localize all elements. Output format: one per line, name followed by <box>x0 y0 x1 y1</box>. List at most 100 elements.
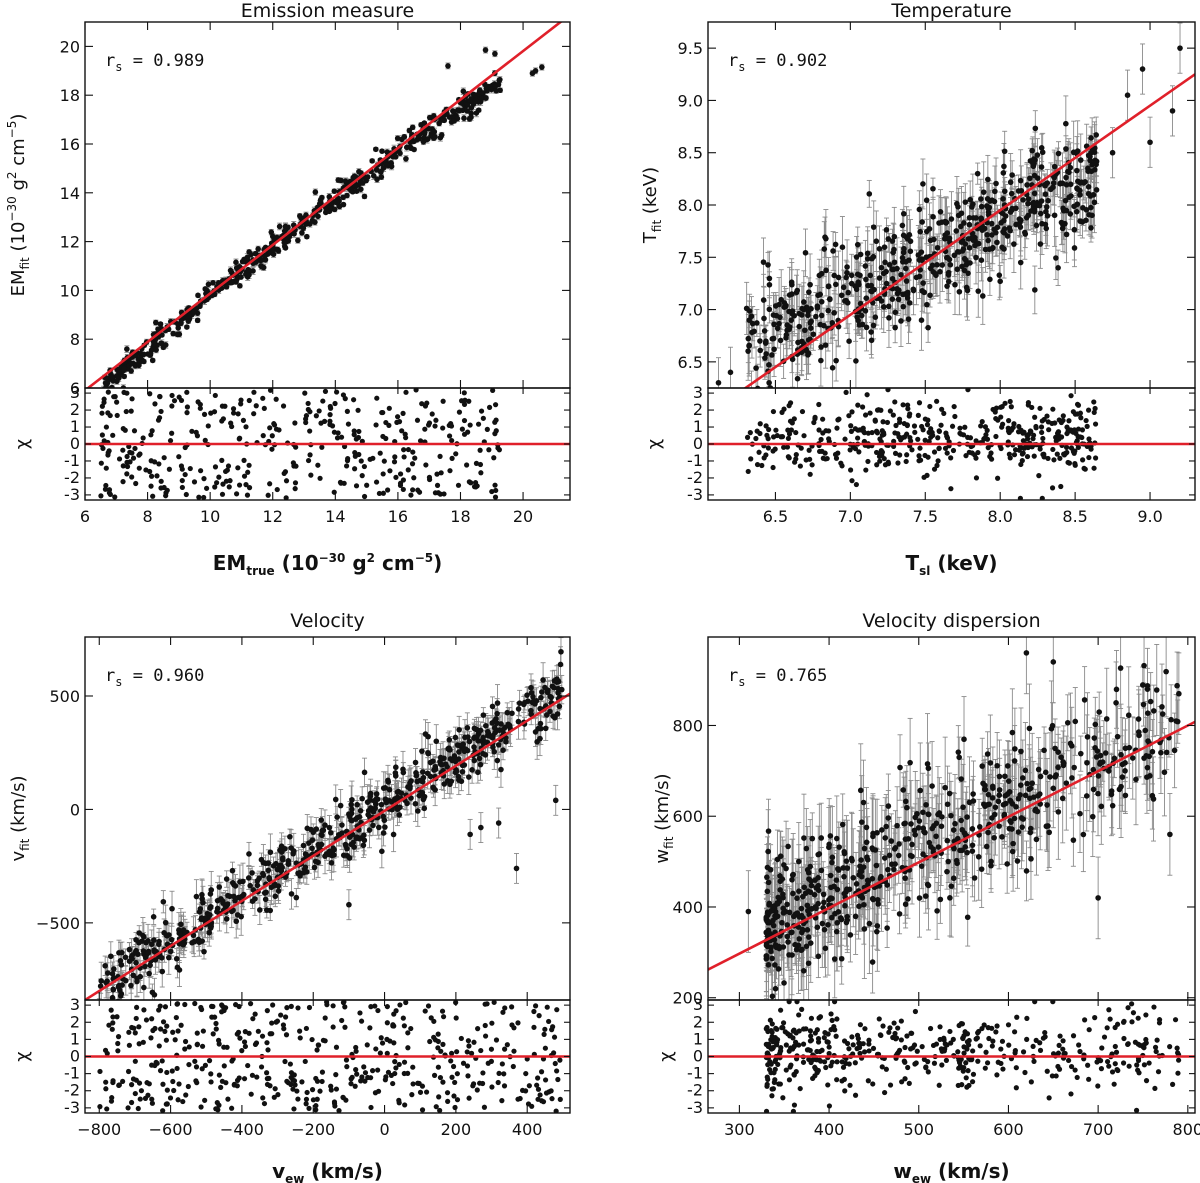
x-tick-label: 16 <box>388 507 408 526</box>
scatter-point <box>916 273 923 280</box>
scatter-point <box>907 238 914 245</box>
scatter-point <box>766 379 772 386</box>
residual-point <box>422 426 428 432</box>
scatter-point <box>1045 197 1051 204</box>
scatter-point <box>358 186 364 193</box>
scatter-point <box>1063 120 1069 127</box>
scatter-point <box>1088 204 1094 211</box>
residual-point <box>124 463 131 470</box>
scatter-point <box>900 291 906 298</box>
residual-point <box>493 417 499 423</box>
scatter-point <box>868 329 874 335</box>
scatter-point <box>868 282 875 289</box>
scatter-point <box>799 305 806 312</box>
scatter-point <box>1038 198 1045 204</box>
scatter-point <box>898 318 904 324</box>
x-tick-label: 14 <box>325 507 345 526</box>
residual-point <box>432 423 438 429</box>
scatter-point <box>1013 205 1019 212</box>
residual-point <box>154 473 160 479</box>
residual-point <box>331 429 338 435</box>
residual-point <box>493 487 499 494</box>
scatter-point <box>1055 150 1062 157</box>
x-axis-label: EMtrue (10−30 g2 cm−5) <box>213 551 442 578</box>
residual-point <box>392 454 398 460</box>
residual-point <box>359 473 365 479</box>
residual-point <box>197 405 203 411</box>
scatter-point <box>1004 233 1011 239</box>
scatter-point <box>401 134 408 140</box>
scatter-point <box>1093 187 1100 193</box>
scatter-point <box>1093 132 1100 138</box>
scatter-point <box>892 309 899 316</box>
residual-point <box>114 412 120 419</box>
residual-point <box>408 492 414 498</box>
scatter-point <box>421 129 427 136</box>
scatter-point <box>966 214 973 221</box>
residual-point <box>128 408 134 414</box>
scatter-point <box>253 259 259 265</box>
scatter-point <box>140 351 147 358</box>
scatter-point <box>353 188 360 194</box>
residual-point <box>401 447 407 453</box>
scatter-point <box>984 232 990 238</box>
scatter-point <box>765 262 771 268</box>
scatter-point <box>344 192 350 199</box>
residual-point <box>201 476 207 482</box>
residual-point <box>393 474 399 480</box>
scatter-point <box>864 255 871 262</box>
scatter-point <box>1031 156 1037 162</box>
scatter-point <box>1032 287 1038 293</box>
scatter-point <box>882 259 888 266</box>
scatter-point <box>1067 181 1074 188</box>
residual-point <box>355 407 361 413</box>
scatter-point <box>286 233 293 240</box>
scatter-point <box>406 127 413 134</box>
scatter-point <box>149 357 156 364</box>
scatter-point <box>934 244 941 251</box>
scatter-point <box>876 275 883 281</box>
scatter-point <box>153 347 159 353</box>
residual-point <box>449 437 455 444</box>
scatter-point <box>951 252 958 259</box>
y-tick-label: 12 <box>60 233 80 252</box>
scatter-point <box>992 188 998 195</box>
scatter-point <box>492 83 499 90</box>
scatter-point <box>868 337 875 344</box>
scatter-point <box>190 309 197 316</box>
scatter-point <box>1060 205 1066 212</box>
residual-point <box>219 491 226 497</box>
scatter-point <box>767 385 774 388</box>
residual-point <box>112 494 118 500</box>
scatter-point <box>862 263 869 269</box>
residual-point <box>212 464 219 470</box>
residual-point <box>283 478 290 484</box>
scatter-point <box>944 230 951 236</box>
scatter-point <box>275 248 282 254</box>
residual-point <box>322 388 329 394</box>
scatter-point <box>1085 184 1092 190</box>
scatter-point <box>1033 222 1040 229</box>
residual-point <box>415 487 421 493</box>
residual-point <box>351 397 357 403</box>
scatter-point <box>827 296 833 303</box>
scatter-point <box>869 255 875 262</box>
scatter-point <box>902 258 909 265</box>
scatter-point <box>813 313 819 320</box>
residual-point <box>216 474 222 480</box>
scatter-point <box>853 358 859 364</box>
scatter-point <box>233 265 240 271</box>
scatter-point <box>896 287 902 294</box>
scatter-point <box>833 357 839 364</box>
scatter-point <box>269 247 276 253</box>
residual-point <box>169 430 175 436</box>
scatter-point <box>870 322 877 329</box>
residual-point <box>205 423 211 429</box>
residual-point <box>226 484 232 490</box>
scatter-point <box>978 257 985 263</box>
residual-point <box>341 480 347 486</box>
scatter-point <box>233 259 239 266</box>
residual-point <box>196 494 202 500</box>
residual-point <box>374 395 380 401</box>
scatter-point <box>151 341 157 347</box>
